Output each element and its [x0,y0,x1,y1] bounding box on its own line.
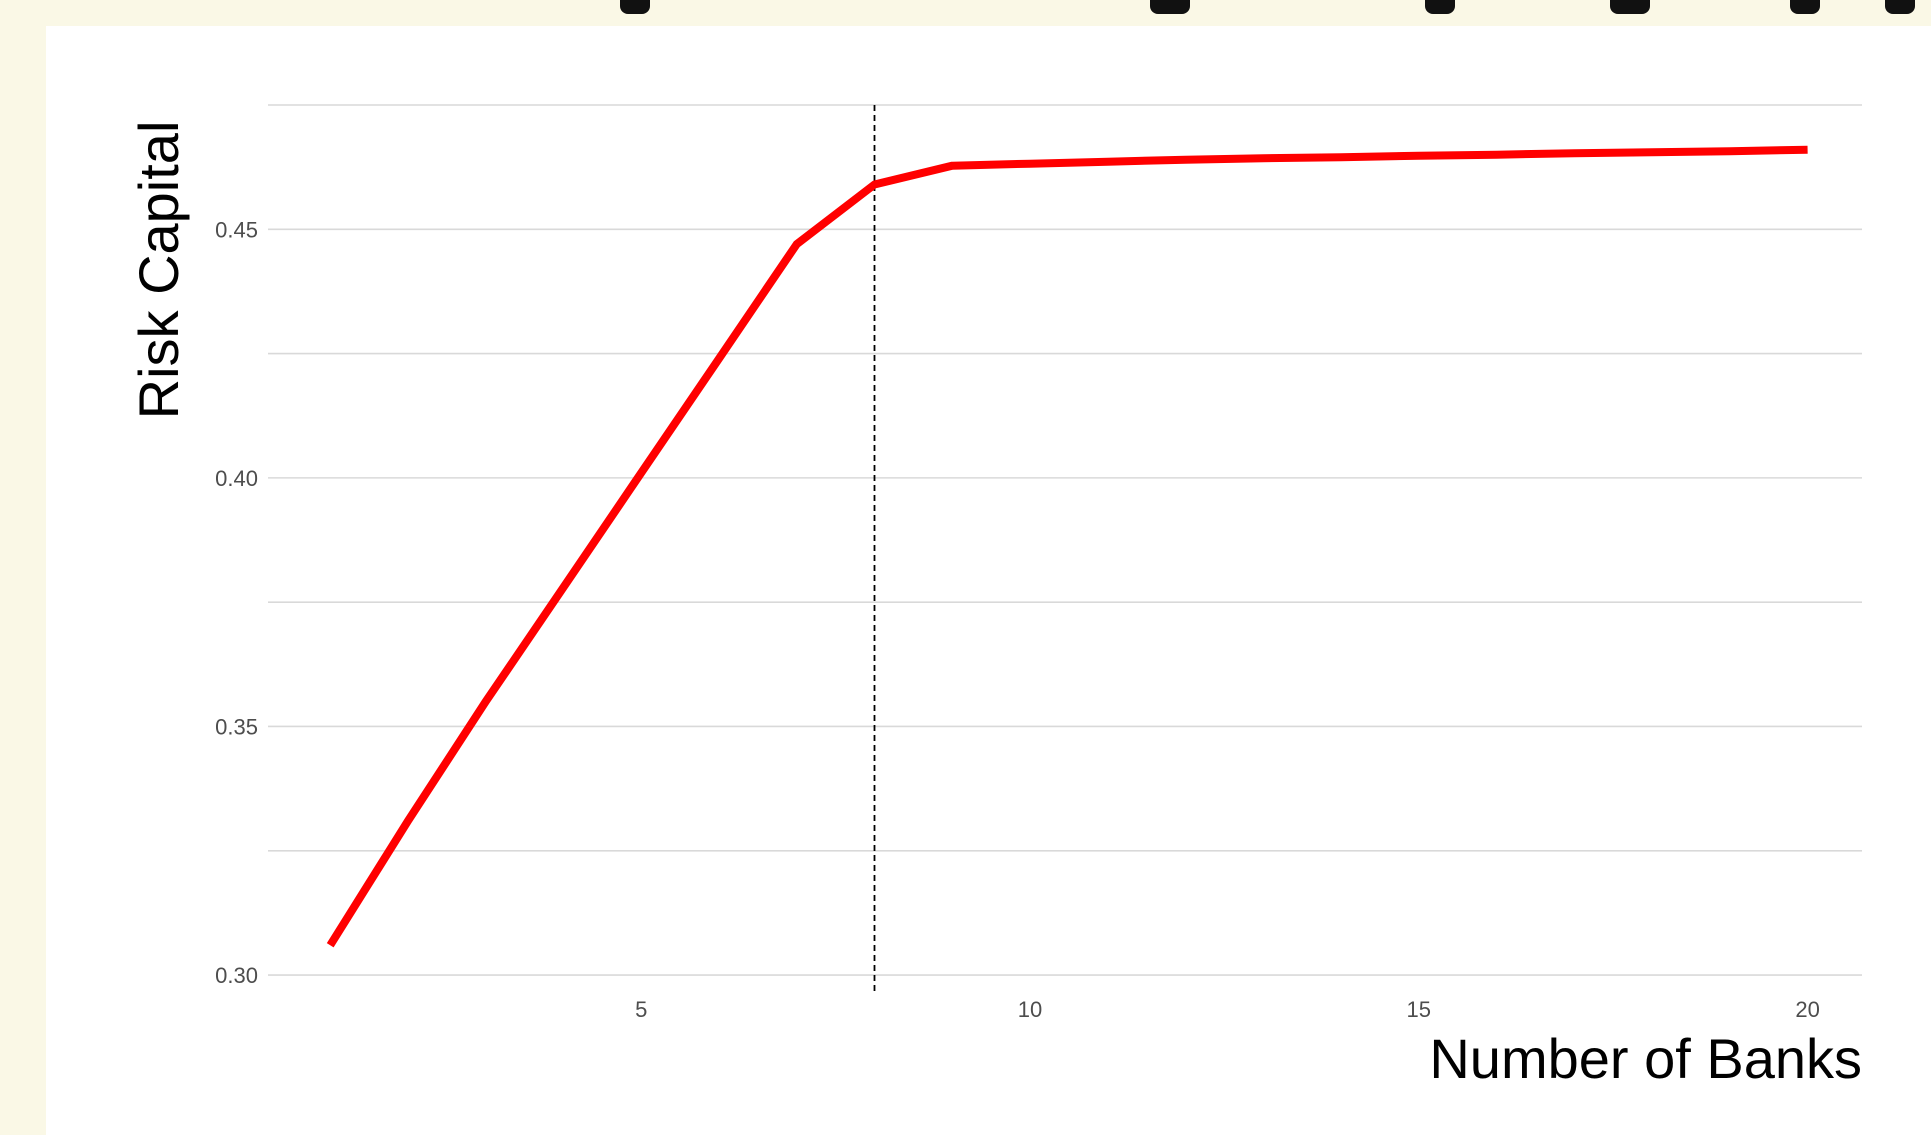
clipped-title-glyph [1150,0,1190,14]
y-tick-label: 0.35 [215,714,258,739]
x-axis-tick-labels: 5 10 15 20 [635,997,1820,1022]
x-axis-title: Number of Banks [1429,1027,1862,1090]
y-tick-label: 0.40 [215,466,258,491]
x-tick-label: 15 [1407,997,1431,1022]
clipped-title-strip [0,0,1931,26]
gridlines [268,104,1862,976]
x-tick-label: 10 [1018,997,1042,1022]
y-axis-tick-labels: 0.30 0.35 0.40 0.45 [215,217,258,988]
clipped-title-glyph [1885,0,1915,14]
clipped-title-glyph [1610,0,1650,14]
series-line [326,145,1808,948]
clipped-title-glyph [620,0,650,14]
x-tick-label: 5 [635,997,647,1022]
y-axis-title: Risk Capital [127,121,190,420]
clipped-title-glyph [1425,0,1455,14]
series-layer [326,145,1808,948]
x-tick-label: 20 [1795,997,1819,1022]
chart-panel [46,26,1931,1135]
clipped-title-glyph [1790,0,1820,14]
y-tick-label: 0.30 [215,963,258,988]
y-tick-label: 0.45 [215,217,258,242]
